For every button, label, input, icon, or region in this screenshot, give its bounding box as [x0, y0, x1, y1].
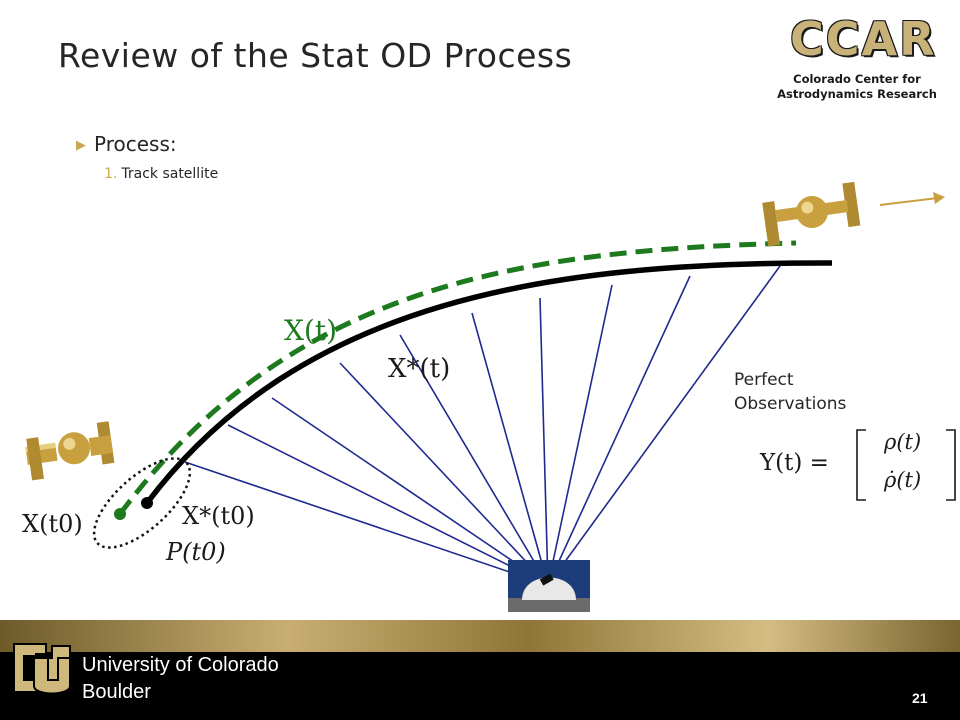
satellite-left-icon — [25, 421, 115, 481]
observation-ray — [339, 362, 549, 586]
observation-rays — [184, 265, 781, 586]
observation-ray — [539, 297, 549, 586]
step-item: 1. Track satellite — [104, 166, 218, 182]
reference-trajectory — [144, 260, 833, 505]
covariance-label: P(t0) — [166, 538, 226, 566]
true-trajectory-label: X(t) — [284, 314, 338, 347]
reference-initial-state-label: X*(t0) — [182, 502, 255, 530]
observation-ray — [547, 265, 781, 586]
page-number: 21 — [912, 690, 928, 706]
observations-caption-line1: Perfect — [734, 370, 794, 390]
satellite-right-icon — [762, 181, 861, 247]
observation-range-rate: ρ̇(t) — [884, 468, 922, 492]
true-initial-point — [114, 508, 126, 520]
velocity-arrow-icon — [879, 192, 945, 206]
university-name-line1: University of Colorado — [82, 654, 279, 676]
ccar-logo: CCAR Colorado Center for Astrodynamics R… — [772, 10, 952, 106]
observation-ray — [547, 284, 613, 586]
bullet-text: Process: — [94, 132, 177, 156]
bullet-arrow-icon: ▶ — [76, 138, 86, 153]
observation-ray — [271, 397, 549, 586]
observation-bracket — [856, 429, 956, 501]
university-name-line2: Boulder — [82, 681, 151, 703]
university-name: University of Colorado Boulder — [82, 652, 279, 706]
footer-gold-band — [0, 620, 960, 652]
true-initial-state-label: X(t0) — [22, 510, 83, 538]
observations-caption-line2: Observations — [734, 394, 847, 414]
reference-initial-point — [141, 497, 153, 509]
od-diagram — [25, 181, 956, 612]
step-text: Track satellite — [121, 166, 219, 182]
bullet-process: ▶ Process: — [76, 132, 177, 156]
slide-title: Review of the Stat OD Process — [58, 36, 573, 75]
observation-ray — [547, 275, 691, 586]
observation-ray — [227, 424, 549, 586]
logo-subtitle-line1: Colorado Center for — [793, 72, 921, 86]
observation-ray — [399, 334, 549, 586]
cu-logo-icon — [13, 643, 71, 695]
logo-text: CCAR — [790, 12, 937, 66]
logo-subtitle-line2: Astrodynamics Research — [777, 87, 937, 101]
true-trajectory — [117, 240, 797, 516]
ground-station-icon — [508, 560, 590, 612]
step-number: 1. — [104, 166, 118, 182]
observation-equation-lhs: Y(t) = — [760, 450, 829, 476]
covariance-ellipse — [92, 457, 192, 549]
reference-trajectory-label: X*(t) — [388, 354, 451, 384]
observation-range: ρ(t) — [884, 430, 922, 454]
observation-ray — [184, 461, 549, 586]
observation-ray — [471, 312, 549, 586]
observations-caption: Perfect Observations — [734, 368, 846, 416]
